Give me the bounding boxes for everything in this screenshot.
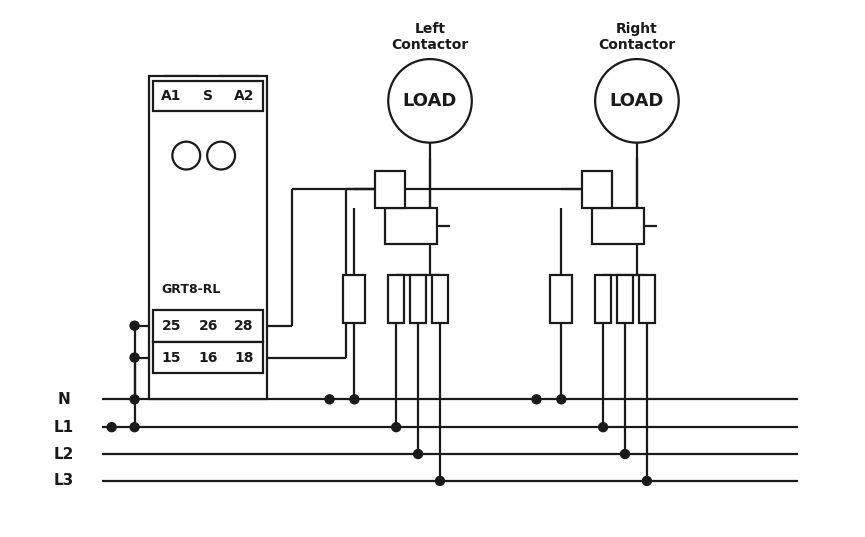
Bar xyxy=(582,171,612,208)
Circle shape xyxy=(413,449,422,459)
Circle shape xyxy=(130,353,139,362)
Circle shape xyxy=(599,423,607,432)
Text: Left
Contactor: Left Contactor xyxy=(391,22,469,52)
Circle shape xyxy=(325,395,334,404)
Text: LOAD: LOAD xyxy=(610,92,664,110)
Bar xyxy=(432,275,448,323)
Text: N: N xyxy=(58,392,70,407)
Circle shape xyxy=(595,59,679,143)
Bar xyxy=(153,310,263,342)
Circle shape xyxy=(643,476,651,485)
Text: GRT8-RL: GRT8-RL xyxy=(162,284,221,296)
Bar xyxy=(388,275,404,323)
Text: 28: 28 xyxy=(234,318,253,333)
Bar xyxy=(343,275,365,323)
Text: 18: 18 xyxy=(234,351,253,365)
Circle shape xyxy=(620,449,630,459)
Text: 25: 25 xyxy=(162,318,181,333)
Bar xyxy=(150,76,267,400)
Text: 15: 15 xyxy=(162,351,181,365)
Bar xyxy=(385,208,437,244)
Text: L2: L2 xyxy=(54,447,74,461)
Text: A2: A2 xyxy=(234,89,254,103)
Circle shape xyxy=(557,395,566,404)
Text: L1: L1 xyxy=(54,420,74,434)
Circle shape xyxy=(172,142,200,170)
Circle shape xyxy=(532,395,541,404)
Bar xyxy=(410,275,426,323)
Bar xyxy=(153,342,263,373)
Bar xyxy=(375,171,405,208)
Circle shape xyxy=(208,142,235,170)
Bar xyxy=(639,275,655,323)
Text: Right
Contactor: Right Contactor xyxy=(599,22,676,52)
Circle shape xyxy=(130,395,139,404)
Text: 26: 26 xyxy=(198,318,218,333)
Bar xyxy=(595,275,611,323)
Bar xyxy=(593,208,644,244)
Circle shape xyxy=(350,395,359,404)
Circle shape xyxy=(130,423,139,432)
Circle shape xyxy=(130,321,139,330)
Text: A1: A1 xyxy=(161,89,182,103)
Circle shape xyxy=(435,476,445,485)
Bar xyxy=(153,81,263,111)
Circle shape xyxy=(388,59,471,143)
Text: S: S xyxy=(203,89,213,103)
Bar xyxy=(550,275,573,323)
Text: 16: 16 xyxy=(198,351,218,365)
Text: L3: L3 xyxy=(54,474,74,488)
Bar xyxy=(617,275,633,323)
Circle shape xyxy=(392,423,400,432)
Circle shape xyxy=(107,423,116,432)
Text: LOAD: LOAD xyxy=(403,92,458,110)
